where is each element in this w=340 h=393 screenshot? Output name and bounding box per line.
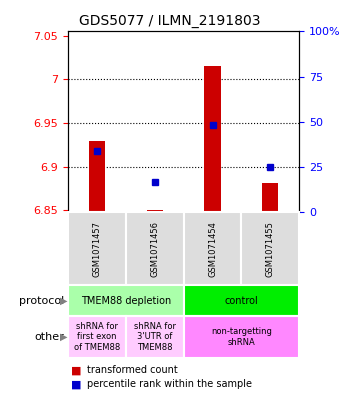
Bar — [204, 66, 221, 212]
Text: GSM1071455: GSM1071455 — [266, 220, 275, 277]
Text: control: control — [224, 296, 258, 306]
Bar — [184, 285, 299, 316]
Bar — [126, 212, 184, 285]
Text: non-targetting
shRNA: non-targetting shRNA — [211, 327, 272, 347]
Bar — [89, 141, 105, 212]
Text: shRNA for
first exon
of TMEM88: shRNA for first exon of TMEM88 — [74, 322, 120, 352]
Text: ▶: ▶ — [60, 332, 67, 342]
Text: ■: ■ — [71, 365, 82, 375]
Bar — [184, 212, 241, 285]
Text: transformed count: transformed count — [87, 365, 177, 375]
Bar — [184, 316, 299, 358]
Bar — [241, 212, 299, 285]
Text: ■: ■ — [71, 379, 82, 389]
Text: percentile rank within the sample: percentile rank within the sample — [87, 379, 252, 389]
Text: GSM1071457: GSM1071457 — [92, 220, 101, 277]
Bar — [262, 182, 278, 212]
Text: GSM1071454: GSM1071454 — [208, 220, 217, 277]
Text: protocol: protocol — [19, 296, 65, 306]
Bar — [68, 285, 184, 316]
Text: shRNA for
3'UTR of
TMEM88: shRNA for 3'UTR of TMEM88 — [134, 322, 176, 352]
Bar — [147, 209, 163, 212]
Text: GDS5077 / ILMN_2191803: GDS5077 / ILMN_2191803 — [79, 14, 261, 28]
Bar — [68, 316, 126, 358]
Text: ▶: ▶ — [60, 296, 67, 306]
Bar — [68, 212, 126, 285]
Bar — [126, 316, 184, 358]
Text: GSM1071456: GSM1071456 — [150, 220, 159, 277]
Text: other: other — [35, 332, 65, 342]
Text: TMEM88 depletion: TMEM88 depletion — [81, 296, 171, 306]
